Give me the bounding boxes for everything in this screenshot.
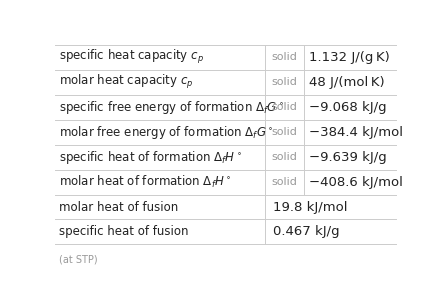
- Text: solid: solid: [271, 77, 297, 87]
- Text: −408.6 kJ/mol: −408.6 kJ/mol: [309, 176, 403, 188]
- Text: 1.132 J/(g K): 1.132 J/(g K): [309, 51, 390, 64]
- Text: specific free energy of formation $\Delta_f G^\circ$: specific free energy of formation $\Delt…: [59, 99, 284, 116]
- Text: (at STP): (at STP): [59, 254, 98, 264]
- Text: solid: solid: [271, 177, 297, 187]
- Text: solid: solid: [271, 52, 297, 62]
- Text: −9.639 kJ/g: −9.639 kJ/g: [309, 151, 387, 163]
- Text: solid: solid: [271, 102, 297, 112]
- Text: −384.4 kJ/mol: −384.4 kJ/mol: [309, 126, 403, 139]
- Text: 19.8 kJ/mol: 19.8 kJ/mol: [273, 200, 348, 214]
- Text: solid: solid: [271, 152, 297, 162]
- Text: molar heat of formation $\Delta_f H^\circ$: molar heat of formation $\Delta_f H^\cir…: [59, 174, 231, 190]
- Text: 0.467 kJ/g: 0.467 kJ/g: [273, 225, 340, 239]
- Text: molar heat of fusion: molar heat of fusion: [59, 200, 178, 214]
- Text: molar heat capacity $c_p$: molar heat capacity $c_p$: [59, 73, 194, 91]
- Text: −9.068 kJ/g: −9.068 kJ/g: [309, 101, 387, 114]
- Text: solid: solid: [271, 127, 297, 137]
- Text: specific heat capacity $c_p$: specific heat capacity $c_p$: [59, 48, 204, 66]
- Text: specific heat of formation $\Delta_f H^\circ$: specific heat of formation $\Delta_f H^\…: [59, 149, 242, 166]
- Text: 48 J/(mol K): 48 J/(mol K): [309, 76, 385, 89]
- Text: molar free energy of formation $\Delta_f G^\circ$: molar free energy of formation $\Delta_f…: [59, 124, 274, 141]
- Text: specific heat of fusion: specific heat of fusion: [59, 225, 189, 239]
